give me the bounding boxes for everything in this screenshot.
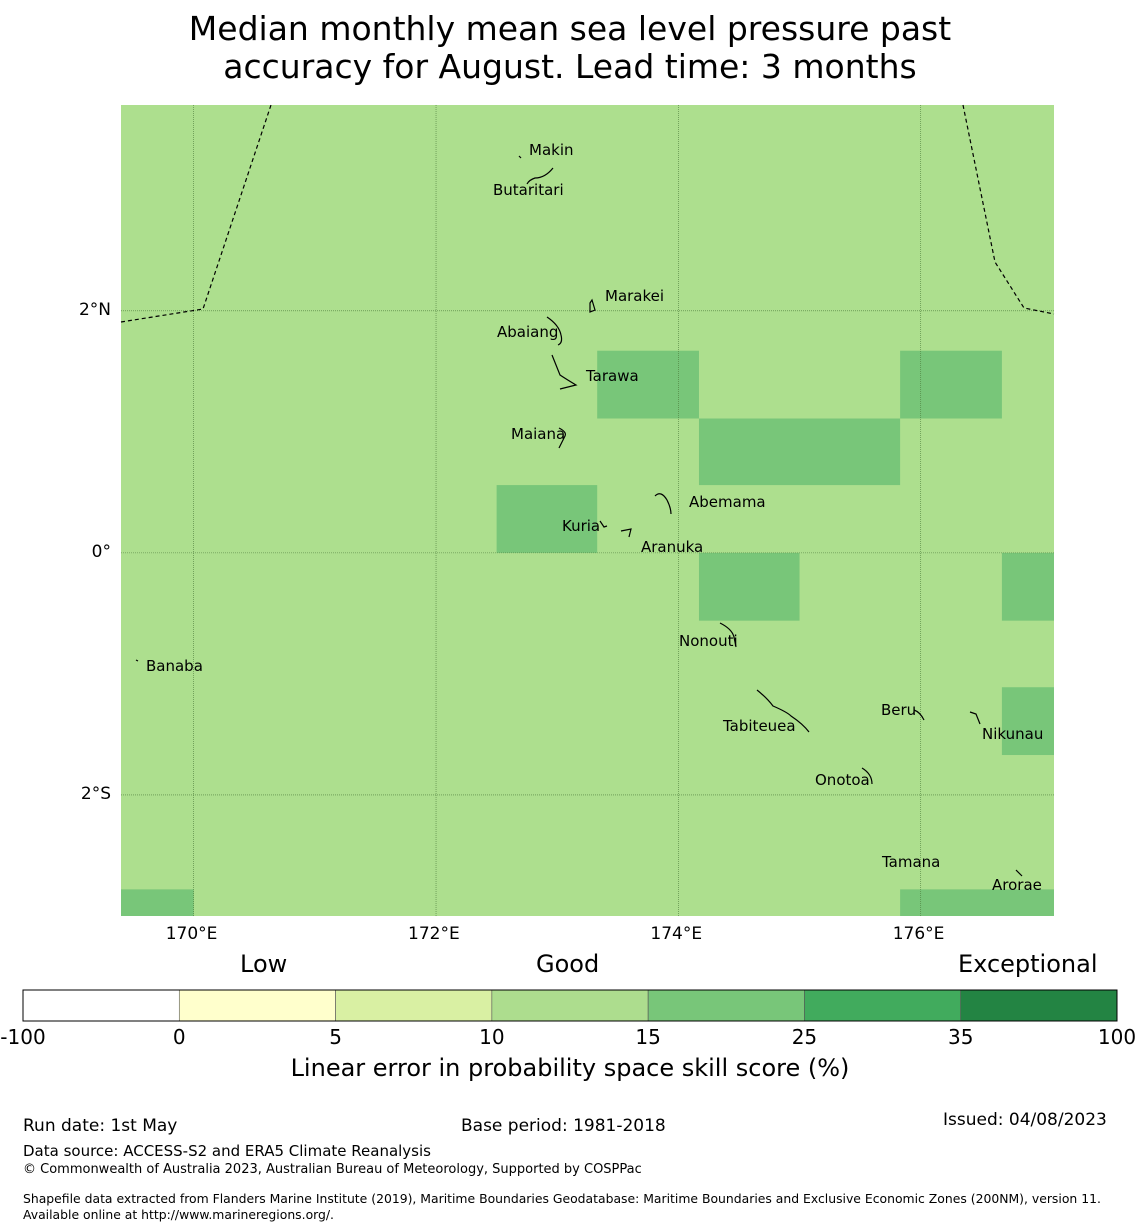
place-label: Nikunau <box>982 725 1044 743</box>
skill-cell <box>496 485 598 553</box>
eez-boundary-east <box>962 104 1055 315</box>
coastlines <box>135 155 1023 877</box>
gridlines <box>121 105 1054 916</box>
colorbar-bin <box>804 989 962 1022</box>
skill-cell <box>900 350 1002 419</box>
coastline-makin <box>518 155 522 159</box>
colorbar-tick-label: -100 <box>0 1025 46 1049</box>
colorbar-bin <box>335 989 493 1022</box>
place-label: Tarawa <box>586 367 639 385</box>
place-label: Abemama <box>689 493 766 511</box>
colorbar-bin <box>491 989 649 1022</box>
coastline-banaba <box>135 659 139 662</box>
skill-cell <box>698 552 800 621</box>
eez-boundary-west <box>120 104 272 323</box>
title-line-2: accuracy for August. Lead time: 3 months <box>223 47 917 86</box>
colorbar-tick-label: 25 <box>791 1025 818 1049</box>
colorbar-bin <box>178 989 336 1022</box>
colorbar-bin <box>647 989 805 1022</box>
coastline-nonouti <box>719 622 737 648</box>
colorbar-tick-label: 5 <box>329 1025 342 1049</box>
legend-category-exceptional: Exceptional <box>958 950 1098 978</box>
coastline-abaiang <box>546 316 563 346</box>
coastline-onotoa <box>861 767 873 785</box>
colorbar-title: Linear error in probability space skill … <box>290 1054 850 1082</box>
run-date: Run date: 1st May <box>23 1116 178 1136</box>
place-label: Maiana <box>511 425 566 443</box>
skill-cell <box>1001 552 1054 621</box>
shapefile-credit: Shapefile data extracted from Flanders M… <box>23 1191 1101 1222</box>
colorbar <box>22 989 1118 1022</box>
x-tick-label: 170°E <box>165 924 218 944</box>
legend-category-low: Low <box>240 950 288 978</box>
colorbar-tick-label: 35 <box>947 1025 974 1049</box>
base-period: Base period: 1981-2018 <box>461 1116 666 1136</box>
y-tick-label: 2°S <box>80 783 111 804</box>
coastline-maiana <box>558 427 566 449</box>
skill-cells <box>121 350 1054 916</box>
place-label: Beru <box>881 701 917 719</box>
colorbar-bin <box>960 989 1118 1022</box>
title-line-1: Median monthly mean sea level pressure p… <box>188 9 952 48</box>
skill-cell <box>1001 687 1054 756</box>
colorbar-tick-label: 0 <box>172 1025 186 1049</box>
place-label: Onotoa <box>815 771 870 789</box>
legend-category-good: Good <box>536 950 600 978</box>
data-source: Data source: ACCESS-S2 and ERA5 Climate … <box>23 1142 431 1160</box>
skill-cell <box>121 889 194 916</box>
colorbar-tick-label: 100 <box>1097 1025 1137 1049</box>
skill-cell <box>597 350 699 419</box>
x-tick-label: 172°E <box>408 924 460 944</box>
coastline-aranuka <box>620 528 632 538</box>
coastline-abemama <box>654 493 672 515</box>
place-label: Banaba <box>146 657 203 675</box>
coastline-nikunau <box>969 711 981 725</box>
place-label: Abaiang <box>497 323 559 341</box>
map-title: Median monthly mean sea level pressure p… <box>0 10 1140 86</box>
place-label: Nonouti <box>679 632 738 650</box>
coastline-marakei <box>589 298 596 313</box>
coastline-butaritari <box>526 167 554 185</box>
coastline-kuria <box>599 520 608 528</box>
copyright: © Commonwealth of Australia 2023, Austra… <box>23 1162 642 1177</box>
coastline-arorae <box>1015 869 1023 877</box>
coastline-beru <box>913 709 925 721</box>
x-tick-label: 176°E <box>892 924 945 944</box>
y-tick-label: 2°N <box>78 299 111 320</box>
coastline-tabiteuea <box>756 689 810 733</box>
colorbar-frame <box>22 989 1118 1022</box>
place-label: Butaritari <box>493 181 564 199</box>
colorbar-tick-label: 10 <box>479 1025 505 1049</box>
eez-boundaries <box>120 104 1055 323</box>
x-tick-label: 174°E <box>650 924 703 944</box>
place-label: Makin <box>529 141 574 159</box>
coastline-tarawa <box>551 354 578 390</box>
skill-cell <box>698 418 901 486</box>
skill-cell <box>900 889 1054 916</box>
place-label: Kuria <box>562 517 601 535</box>
colorbar-bin <box>22 989 180 1022</box>
place-label: Tabiteuea <box>723 717 796 735</box>
place-label: Marakei <box>605 287 665 305</box>
y-tick-label: 0° <box>91 541 111 562</box>
place-label: Tamana <box>882 853 941 871</box>
issued-date: Issued: 04/08/2023 <box>943 1110 1107 1130</box>
place-label: Arorae <box>992 876 1042 894</box>
colorbar-tick-label: 15 <box>635 1025 661 1049</box>
place-label: Aranuka <box>641 538 704 556</box>
